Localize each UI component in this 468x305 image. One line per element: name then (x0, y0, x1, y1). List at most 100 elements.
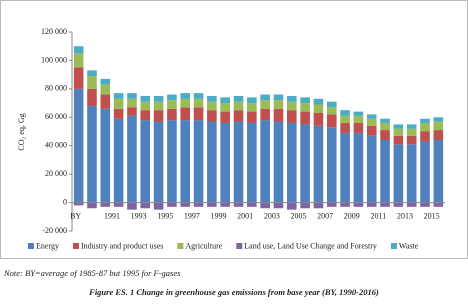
bar-segment (340, 132, 350, 203)
bar-segment (73, 67, 84, 89)
bar-segment (153, 101, 164, 111)
bar-segment (420, 118, 430, 123)
bar-segment (207, 95, 217, 102)
bar-segment (127, 115, 137, 203)
bar-segment (287, 110, 297, 123)
legend-label: Waste (399, 241, 419, 250)
bar-segment (247, 103, 257, 112)
bar-segment (140, 202, 151, 209)
bar-segment (353, 202, 364, 207)
bar-segment (153, 202, 164, 210)
x-tick-label: 1995 (157, 211, 173, 220)
bar-segment (247, 97, 257, 104)
bar-segment (153, 121, 164, 203)
bar-segment (420, 122, 430, 132)
bar-segment (353, 132, 364, 203)
bar-segment (260, 120, 270, 203)
bar-segment (247, 202, 257, 207)
bar-segment (113, 202, 124, 207)
bar-segment (273, 108, 284, 122)
bar-segment (113, 93, 124, 99)
bar-segment (273, 121, 284, 203)
bar-segment (87, 202, 97, 209)
y-tick-label: 100 000 (41, 55, 67, 64)
bar-segment (393, 124, 404, 129)
bar-segment (260, 100, 270, 109)
bar-segment (207, 121, 217, 203)
x-tick-label: 2007 (317, 211, 333, 220)
legend-label: Land use, Land Use Change and Forestry (244, 241, 377, 250)
bar-segment (433, 130, 444, 141)
bar-segment (113, 98, 124, 109)
bar-segment (406, 128, 417, 136)
bar-segment (220, 97, 230, 104)
bar-segment (366, 125, 377, 136)
bar-segment (140, 101, 151, 111)
bar-segment (180, 107, 191, 121)
bar-segment (300, 97, 310, 104)
bar-segment (153, 95, 164, 102)
bar-segment (167, 120, 177, 203)
legend-label: Energy (36, 241, 59, 250)
bar-segment (300, 202, 310, 209)
bar-segment (193, 202, 204, 207)
bar-segment (300, 124, 310, 203)
bar-segment (340, 115, 350, 123)
x-tick-label: 1993 (131, 211, 147, 220)
bar-segment (233, 95, 244, 102)
bar-segment (393, 128, 404, 136)
bar-segment (326, 114, 337, 128)
bar-segment (380, 130, 390, 141)
bar-segment (207, 202, 217, 207)
bar-segment (140, 110, 151, 121)
bar-segment (380, 122, 390, 131)
bar-segment (406, 144, 417, 203)
bar-segment (73, 46, 84, 54)
legend-label: Industry and product uses (81, 241, 163, 250)
x-tick-label: BY (70, 211, 81, 220)
bar-segment (127, 202, 137, 210)
bar-segment (127, 93, 137, 99)
bar-segment (113, 118, 124, 203)
bar-segment (233, 110, 244, 122)
bar-segment (326, 107, 337, 115)
bar-segment (220, 202, 230, 207)
bar-segment (393, 144, 404, 203)
bar-segment (73, 202, 84, 206)
bar-segment (420, 131, 430, 142)
x-tick-label: 1997 (184, 211, 200, 220)
bar-segment (313, 113, 324, 126)
bar-segment (100, 108, 111, 203)
legend-label: Agriculture (185, 241, 222, 250)
bar-segment (273, 100, 284, 109)
y-tick-label: 0 (63, 197, 67, 206)
bar-segment (220, 111, 230, 123)
x-tick-label: 2009 (344, 211, 360, 220)
bar-segment (233, 101, 244, 111)
bar-segment (140, 120, 151, 203)
bar-segment (87, 88, 97, 106)
bar-segment (300, 103, 310, 112)
bar-segment (180, 202, 191, 207)
bar-segment (420, 141, 430, 203)
y-axis-label: CO₂ eq, Gg (17, 113, 26, 150)
bar-segment (127, 107, 137, 116)
y-tick-label: 120 000 (41, 27, 67, 36)
bar-segment (113, 108, 124, 119)
bar-segment (100, 94, 111, 109)
bar-segment (273, 94, 284, 101)
bar-segment (287, 202, 297, 210)
bar-segment (180, 93, 191, 99)
bar-segment (100, 202, 111, 207)
bar-segment (313, 104, 324, 114)
bar-segment (100, 84, 111, 95)
legend-swatch (390, 243, 397, 249)
bar-segment (87, 76, 97, 89)
bar-segment (353, 111, 364, 116)
bar-segment (393, 202, 404, 207)
bar-segment (73, 88, 84, 203)
x-tick-label: 2015 (424, 211, 440, 220)
bar-segment (167, 202, 177, 207)
legend-swatch (177, 243, 184, 249)
